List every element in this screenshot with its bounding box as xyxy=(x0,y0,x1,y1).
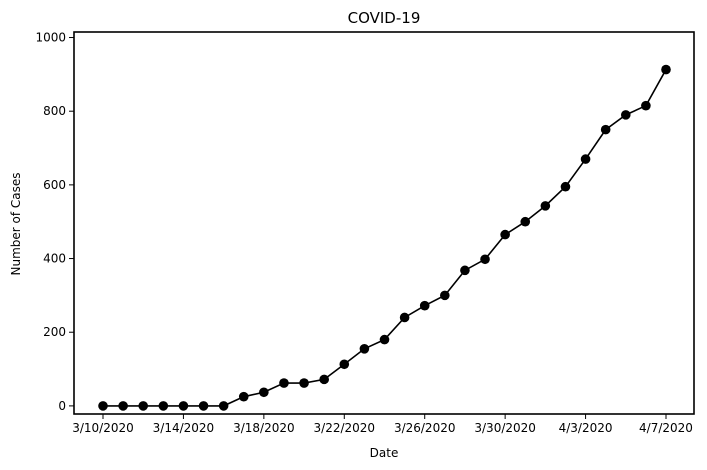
y-tick-label: 200 xyxy=(43,325,66,339)
data-point xyxy=(319,374,329,385)
x-tick-label: 3/18/2020 xyxy=(233,421,295,435)
series-line xyxy=(103,69,667,407)
x-axis-ticks: 3/10/2020 3/14/2020 3/18/2020 3/22/2020 3/26… xyxy=(72,414,693,435)
x-tick-label: 3/14/2020 xyxy=(153,421,215,435)
x-tick-label: 4/3/2020 xyxy=(559,421,613,435)
x-tick-label: 3/22/2020 xyxy=(314,421,376,435)
y-axis-ticks: 0 200 400 600 800 1000 xyxy=(35,31,74,413)
x-tick-label: 3/26/2020 xyxy=(394,421,456,435)
data-point xyxy=(259,387,269,398)
data-point xyxy=(661,64,671,75)
data-point xyxy=(580,154,591,164)
data-point xyxy=(419,300,430,311)
data-series xyxy=(98,64,671,411)
x-tick-label: 3/10/2020 xyxy=(72,421,134,435)
data-point xyxy=(279,378,289,388)
data-point xyxy=(600,124,611,135)
data-point xyxy=(480,254,490,265)
y-tick-label: 600 xyxy=(43,178,66,192)
data-point xyxy=(218,401,229,411)
y-tick-label: 0 xyxy=(58,399,66,413)
data-point xyxy=(178,401,189,411)
data-point xyxy=(460,265,470,276)
data-point xyxy=(440,290,450,301)
data-point xyxy=(98,401,108,411)
data-point xyxy=(359,343,370,354)
data-point xyxy=(238,391,249,402)
data-point xyxy=(399,312,410,323)
data-point xyxy=(339,359,350,370)
data-point xyxy=(641,100,651,111)
data-point xyxy=(620,110,631,120)
y-axis-label: Number of Cases xyxy=(9,172,23,275)
y-tick-label: 800 xyxy=(43,104,66,118)
chart-title: COVID-19 xyxy=(348,9,421,27)
x-tick-label: 3/30/2020 xyxy=(474,421,536,435)
data-point xyxy=(158,401,169,411)
data-point xyxy=(299,378,309,388)
data-point xyxy=(520,216,531,227)
y-tick-label: 400 xyxy=(43,252,66,266)
data-point xyxy=(560,181,571,192)
x-tick-label: 4/7/2020 xyxy=(639,421,693,435)
data-point xyxy=(379,334,390,345)
data-point xyxy=(500,229,510,240)
y-tick-label: 1000 xyxy=(35,31,66,45)
data-point xyxy=(138,401,149,411)
data-point xyxy=(118,401,128,411)
plot-frame xyxy=(73,31,695,415)
x-axis-label: Date xyxy=(370,446,399,460)
data-point xyxy=(198,401,209,411)
data-point xyxy=(540,201,551,211)
